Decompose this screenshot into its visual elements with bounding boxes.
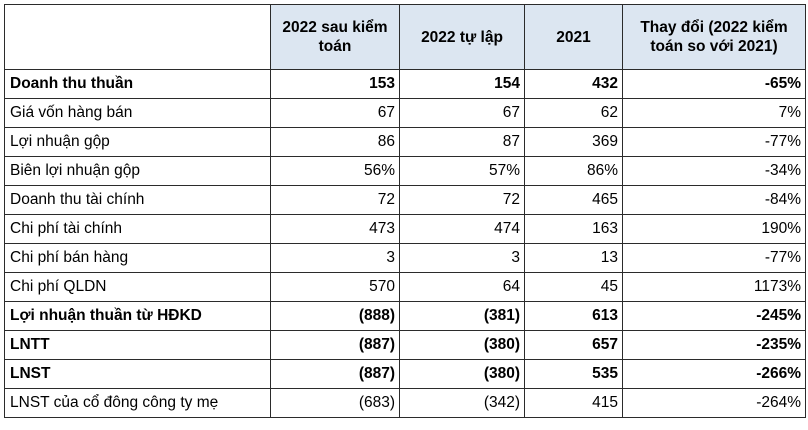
row-label: Chi phí QLDN: [4, 272, 271, 302]
value-2022-audited: 153: [270, 69, 400, 99]
row-label: LNTT: [4, 330, 271, 360]
table-row: Lợi nhuận gộp 86 87 369 -77%: [4, 127, 806, 157]
row-label: Lợi nhuận thuần từ HĐKD: [4, 301, 271, 331]
value-2022-self-prepared: 72: [399, 185, 525, 215]
row-label: Chi phí tài chính: [4, 214, 271, 244]
value-2022-self-prepared: (380): [399, 359, 525, 389]
value-2021: 415: [524, 388, 623, 418]
value-change: -84%: [622, 185, 806, 215]
row-label: LNST: [4, 359, 271, 389]
table-body: Doanh thu thuần 153 154 432 -65% Giá vốn hàng…: [4, 69, 806, 418]
value-2022-self-prepared: 154: [399, 69, 525, 99]
value-2022-self-prepared: 64: [399, 272, 525, 302]
header-row: 2022 sau kiểm toán 2022 tự lập 2021 Thay…: [4, 4, 806, 70]
value-2021: 432: [524, 69, 623, 99]
value-2021: 86%: [524, 156, 623, 186]
value-2022-audited: 56%: [270, 156, 400, 186]
value-2022-audited: (683): [270, 388, 400, 418]
row-label: Biên lợi nhuận gộp: [4, 156, 271, 186]
table-header: 2022 sau kiểm toán 2022 tự lập 2021 Thay…: [4, 4, 806, 70]
table-row: Doanh thu tài chính 72 72 465 -84%: [4, 185, 806, 215]
row-label: Doanh thu thuần: [4, 69, 271, 99]
table-row: Biên lợi nhuận gộp 56% 57% 86% -34%: [4, 156, 806, 186]
row-label: LNST của cổ đông công ty mẹ: [4, 388, 271, 418]
row-label: Chi phí bán hàng: [4, 243, 271, 273]
row-label: Doanh thu tài chính: [4, 185, 271, 215]
value-change: -266%: [622, 359, 806, 389]
value-2022-audited: (888): [270, 301, 400, 331]
table-row: Doanh thu thuần 153 154 432 -65%: [4, 69, 806, 99]
table-row: Chi phí bán hàng 3 3 13 -77%: [4, 243, 806, 273]
value-change: -77%: [622, 127, 806, 157]
value-2022-audited: 86: [270, 127, 400, 157]
value-change: 190%: [622, 214, 806, 244]
value-2022-self-prepared: 67: [399, 98, 525, 128]
header-2022-audited: 2022 sau kiểm toán: [270, 4, 400, 70]
value-2022-self-prepared: (380): [399, 330, 525, 360]
value-change: 7%: [622, 98, 806, 128]
value-change: -245%: [622, 301, 806, 331]
value-2022-self-prepared: (342): [399, 388, 525, 418]
value-2022-audited: (887): [270, 359, 400, 389]
value-2022-self-prepared: 474: [399, 214, 525, 244]
value-2021: 369: [524, 127, 623, 157]
value-2022-audited: 570: [270, 272, 400, 302]
value-2021: 163: [524, 214, 623, 244]
value-2022-audited: 67: [270, 98, 400, 128]
row-label: Giá vốn hàng bán: [4, 98, 271, 128]
header-change: Thay đổi (2022 kiểm toán so với 2021): [622, 4, 806, 70]
value-change: -65%: [622, 69, 806, 99]
value-change: -235%: [622, 330, 806, 360]
value-2021: 613: [524, 301, 623, 331]
value-2022-audited: 3: [270, 243, 400, 273]
value-2022-audited: 72: [270, 185, 400, 215]
value-2022-self-prepared: 3: [399, 243, 525, 273]
table-row: Chi phí tài chính 473 474 163 190%: [4, 214, 806, 244]
value-2021: 657: [524, 330, 623, 360]
value-2021: 535: [524, 359, 623, 389]
value-2022-audited: 473: [270, 214, 400, 244]
header-2021: 2021: [524, 4, 623, 70]
table-row: Giá vốn hàng bán 67 67 62 7%: [4, 98, 806, 128]
value-2022-audited: (887): [270, 330, 400, 360]
table-row: LNST (887) (380) 535 -266%: [4, 359, 806, 389]
value-2021: 13: [524, 243, 623, 273]
value-change: -264%: [622, 388, 806, 418]
table-row: LNST của cổ đông công ty mẹ (683) (342) 415…: [4, 388, 806, 418]
value-2021: 62: [524, 98, 623, 128]
table-row: LNTT (887) (380) 657 -235%: [4, 330, 806, 360]
value-change: -34%: [622, 156, 806, 186]
value-2021: 465: [524, 185, 623, 215]
table-row: Chi phí QLDN 570 64 45 1173%: [4, 272, 806, 302]
header-cell-empty: [4, 4, 271, 70]
value-2022-self-prepared: 57%: [399, 156, 525, 186]
row-label: Lợi nhuận gộp: [4, 127, 271, 157]
financial-comparison-table: 2022 sau kiểm toán 2022 tự lập 2021 Thay…: [4, 4, 806, 418]
value-2022-self-prepared: 87: [399, 127, 525, 157]
value-2021: 45: [524, 272, 623, 302]
value-change: -77%: [622, 243, 806, 273]
value-2022-self-prepared: (381): [399, 301, 525, 331]
header-2022-self-prepared: 2022 tự lập: [399, 4, 525, 70]
value-change: 1173%: [622, 272, 806, 302]
table-row: Lợi nhuận thuần từ HĐKD (888) (381) 613 -245…: [4, 301, 806, 331]
